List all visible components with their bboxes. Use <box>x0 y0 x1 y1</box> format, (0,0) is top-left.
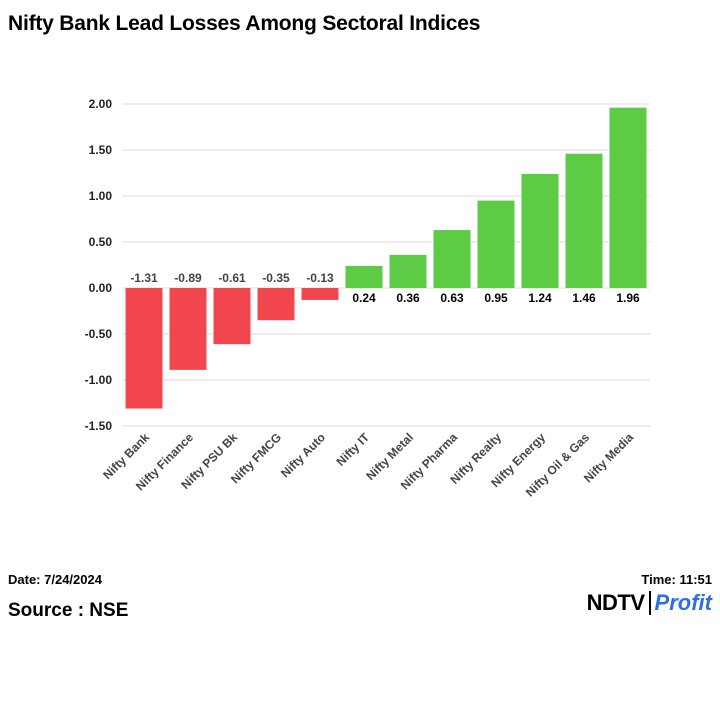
data-label: -0.89 <box>174 271 202 285</box>
data-label: 1.46 <box>572 291 596 305</box>
y-tick-label: -1.50 <box>85 419 113 433</box>
data-label: 0.36 <box>396 291 420 305</box>
bar <box>477 200 515 288</box>
x-tick-label: Nifty IT <box>333 430 372 469</box>
bar <box>257 288 295 321</box>
data-label: -1.31 <box>130 271 158 285</box>
gridlines <box>122 103 650 427</box>
y-tick-label: 1.50 <box>89 143 113 157</box>
bar <box>345 265 383 288</box>
bar <box>565 153 603 288</box>
bar <box>125 288 163 409</box>
data-label: 1.96 <box>616 291 640 305</box>
bar <box>301 288 339 300</box>
logo-ndtv-text: NDTV <box>586 590 645 615</box>
y-tick-label: 1.00 <box>89 189 113 203</box>
bars <box>125 107 647 409</box>
bar-chart: 2.00 1.50 1.00 0.50 0.00 -0.50 -1.00 -1.50 -1.3… <box>85 97 650 500</box>
data-label: 0.63 <box>440 291 464 305</box>
y-tick-label: 2.00 <box>89 97 113 111</box>
y-tick-label: -1.00 <box>85 373 113 387</box>
y-tick-label: 0.00 <box>89 281 113 295</box>
data-label: 0.95 <box>484 291 508 305</box>
logo-divider <box>648 591 651 615</box>
bar <box>213 288 251 345</box>
data-label: 0.24 <box>352 291 376 305</box>
date-label: Date: 7/24/2024 <box>8 572 102 587</box>
data-label: -0.61 <box>218 271 246 285</box>
bar <box>521 173 559 288</box>
ndtv-profit-logo: NDTV Profit <box>587 590 712 616</box>
value-labels: -1.31 -0.89 -0.61 -0.35 -0.13 0.24 0.36 0.63 0.9… <box>130 271 640 305</box>
y-axis-ticks: 2.00 1.50 1.00 0.50 0.00 -0.50 -1.00 -1.50 <box>85 97 113 433</box>
x-tick-label: Nifty Auto <box>278 430 328 480</box>
y-tick-label: -0.50 <box>85 327 113 341</box>
logo-profit-text: Profit <box>654 590 712 615</box>
data-label: -0.13 <box>306 271 334 285</box>
bar <box>169 288 207 370</box>
time-label: Time: 11:51 <box>641 572 712 587</box>
chart-title: Nifty Bank Lead Losses Among Sectoral In… <box>8 12 481 35</box>
bar <box>433 230 471 288</box>
source-label: Source : NSE <box>8 600 129 621</box>
data-label: 1.24 <box>528 291 552 305</box>
bar <box>389 254 427 288</box>
data-label: -0.35 <box>262 271 290 285</box>
bar <box>609 107 647 289</box>
y-tick-label: 0.50 <box>89 235 113 249</box>
